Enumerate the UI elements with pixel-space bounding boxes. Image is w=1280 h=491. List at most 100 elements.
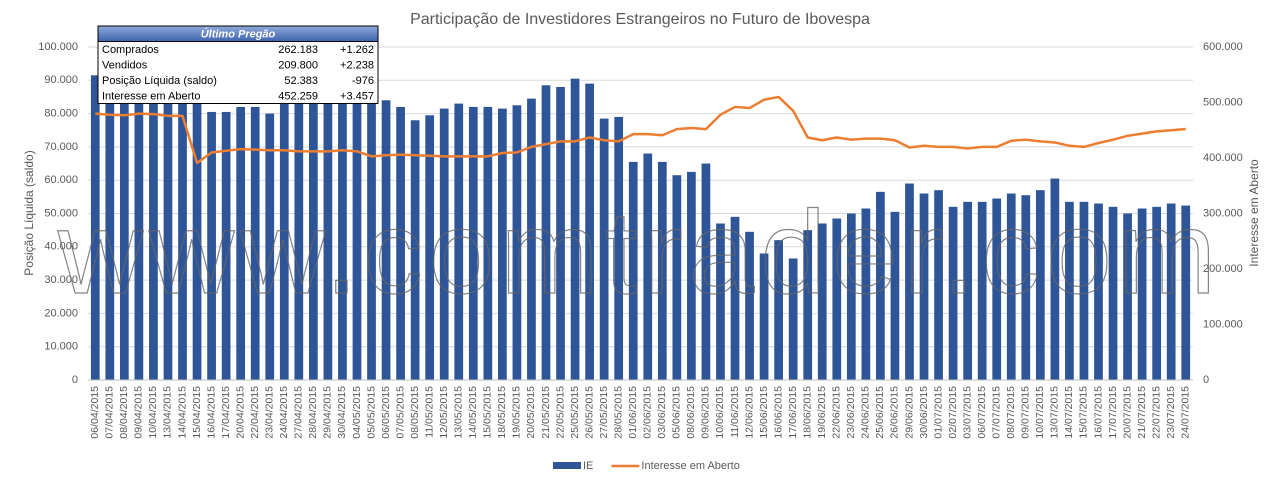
y2-tick-label: 500.000 xyxy=(1203,96,1243,108)
bar xyxy=(919,193,929,380)
bar xyxy=(149,103,158,381)
x-tick-label: 13/07/2015 xyxy=(1049,386,1061,439)
x-tick-label: 05/06/2015 xyxy=(671,386,683,439)
bar xyxy=(309,103,318,381)
bar xyxy=(992,198,1002,380)
x-tick-label: 02/07/2015 xyxy=(947,386,959,439)
table-cell: -976 xyxy=(352,75,374,87)
x-tick-label: 04/05/2015 xyxy=(351,386,363,439)
bar xyxy=(759,253,769,380)
bar xyxy=(410,120,420,380)
bar xyxy=(483,106,493,380)
table-cell: +1.262 xyxy=(340,44,374,56)
y-tick-label: 60.000 xyxy=(44,174,78,186)
x-tick-label: 29/04/2015 xyxy=(322,386,334,439)
bar xyxy=(163,103,173,381)
x-tick-label: 25/06/2015 xyxy=(874,386,886,439)
x-tick-label: 15/06/2015 xyxy=(758,386,770,439)
bar xyxy=(1181,205,1191,380)
bar xyxy=(657,161,667,380)
bar xyxy=(846,213,856,380)
bar xyxy=(250,106,260,380)
table-title: Último Pregão xyxy=(201,28,276,41)
x-tick-label: 12/05/2015 xyxy=(438,386,450,439)
bar xyxy=(265,113,275,380)
x-tick-label: 29/06/2015 xyxy=(903,386,915,439)
table-cell: 452.259 xyxy=(278,91,318,103)
bar xyxy=(1035,190,1045,380)
x-tick-label: 30/06/2015 xyxy=(918,386,930,439)
bar xyxy=(585,83,594,380)
x-tick-label: 08/05/2015 xyxy=(409,386,421,439)
y2-axis-title: Interesse em Aberto xyxy=(1247,159,1261,267)
bar xyxy=(527,98,536,381)
x-tick-label: 09/06/2015 xyxy=(700,386,712,439)
bar xyxy=(207,111,216,380)
y-tick-label: 90.000 xyxy=(44,74,78,86)
y-tick-label: 80.000 xyxy=(44,108,78,120)
x-tick-label: 21/07/2015 xyxy=(1136,386,1148,439)
bar xyxy=(396,106,405,380)
bar xyxy=(439,108,449,380)
x-tick-label: 21/05/2015 xyxy=(540,386,552,439)
table-cell: Vendidos xyxy=(102,60,148,72)
bar xyxy=(323,103,333,381)
bar xyxy=(948,206,958,380)
bar xyxy=(90,75,100,381)
x-tick-label: 12/06/2015 xyxy=(743,386,755,439)
y-axis-title: Posição Líquida (saldo) xyxy=(22,150,36,275)
bar xyxy=(1108,206,1118,380)
bar xyxy=(1079,201,1089,380)
bar xyxy=(905,183,914,380)
x-tick-label: 27/04/2015 xyxy=(293,386,305,439)
bar xyxy=(788,258,798,380)
legend-label: Interesse em Aberto xyxy=(641,460,739,472)
bar xyxy=(498,108,507,380)
bar xyxy=(716,223,725,380)
bar xyxy=(425,115,435,380)
bar xyxy=(294,103,304,381)
x-tick-label: 06/05/2015 xyxy=(380,386,392,439)
x-tick-label: 07/07/2015 xyxy=(990,386,1002,439)
x-tick-label: 23/04/2015 xyxy=(264,386,276,439)
x-tick-label: 14/04/2015 xyxy=(176,386,188,439)
bar xyxy=(1050,178,1060,380)
x-tick-label: 15/07/2015 xyxy=(1078,386,1090,439)
x-tick-label: 16/07/2015 xyxy=(1092,386,1104,439)
y2-tick-label: 300.000 xyxy=(1203,207,1243,219)
bar xyxy=(1152,206,1162,380)
x-tick-label: 06/04/2015 xyxy=(89,386,101,439)
bar xyxy=(1006,193,1016,380)
y2-tick-label: 400.000 xyxy=(1203,152,1243,164)
x-tick-label: 17/06/2015 xyxy=(787,386,799,439)
x-tick-label: 27/05/2015 xyxy=(598,386,610,439)
bar xyxy=(861,208,871,380)
x-tick-label: 01/07/2015 xyxy=(932,386,944,439)
x-tick-label: 10/06/2015 xyxy=(714,386,726,439)
bar xyxy=(745,231,754,380)
bar xyxy=(628,161,638,380)
x-tick-label: 17/07/2015 xyxy=(1107,386,1119,439)
bar xyxy=(1021,195,1031,380)
x-tick-label: 24/06/2015 xyxy=(860,386,872,439)
x-tick-label: 10/07/2015 xyxy=(1034,386,1046,439)
x-tick-label: 19/05/2015 xyxy=(511,386,523,439)
x-tick-label: 16/04/2015 xyxy=(205,386,217,439)
table-cell: 52.383 xyxy=(284,75,318,87)
bar xyxy=(1094,203,1103,380)
bar xyxy=(454,103,464,381)
x-tick-label: 14/07/2015 xyxy=(1063,386,1075,439)
bar xyxy=(468,106,478,380)
x-tick-label: 20/07/2015 xyxy=(1121,386,1133,439)
bar xyxy=(1123,213,1132,380)
bar xyxy=(890,211,900,380)
table-cell: +3.457 xyxy=(340,91,374,103)
x-tick-label: 24/07/2015 xyxy=(1180,386,1192,439)
x-tick-label: 11/06/2015 xyxy=(729,386,741,438)
x-tick-label: 05/05/2015 xyxy=(365,386,377,439)
bar xyxy=(105,103,115,381)
y2-tick-label: 0 xyxy=(1203,374,1209,386)
x-tick-label: 10/04/2015 xyxy=(147,386,159,439)
x-tick-label: 26/06/2015 xyxy=(889,386,901,439)
